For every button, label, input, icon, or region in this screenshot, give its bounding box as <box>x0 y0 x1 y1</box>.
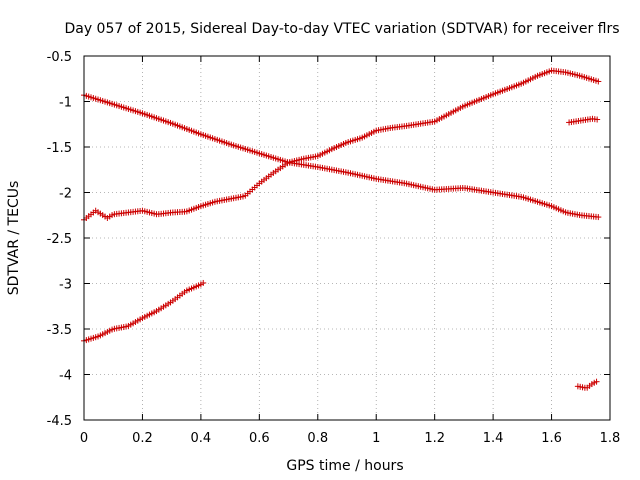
y-tick-label: -1.5 <box>47 141 72 156</box>
y-tick-label: -0.5 <box>47 50 72 65</box>
data-points <box>81 67 602 391</box>
data-point <box>595 214 602 221</box>
x-tick-label: 1.2 <box>424 431 445 446</box>
y-tick-label: -2.5 <box>47 232 72 247</box>
data-point <box>200 279 207 286</box>
grid <box>84 56 610 420</box>
data-series <box>574 378 600 391</box>
y-tick-label: -3 <box>59 278 72 293</box>
data-series <box>566 115 601 126</box>
y-axis-label: SDTVAR / TECUs <box>6 181 22 296</box>
x-tick-label: 1.8 <box>600 431 621 446</box>
data-point <box>594 116 601 123</box>
data-point <box>595 78 602 85</box>
y-tick-label: -2 <box>59 187 72 202</box>
x-tick-label: 1.6 <box>541 431 562 446</box>
y-tick-label: -4.5 <box>47 414 72 429</box>
data-series <box>81 67 602 223</box>
chart-title: Day 057 of 2015, Sidereal Day-to-day VTE… <box>64 21 619 37</box>
data-series <box>81 279 207 344</box>
x-tick-label: 1.4 <box>483 431 504 446</box>
x-axis-label: GPS time / hours <box>286 458 403 474</box>
x-tick-label: 0.4 <box>191 431 212 446</box>
y-tick-label: -3.5 <box>47 323 72 338</box>
x-tick-label: 0 <box>80 431 88 446</box>
x-tick-label: 1 <box>372 431 380 446</box>
x-tick-label: 0.6 <box>249 431 270 446</box>
x-tick-label: 0.8 <box>307 431 328 446</box>
plot-frame <box>83 55 611 421</box>
x-tick-label: 0.2 <box>132 431 153 446</box>
y-tick-label: -4 <box>59 369 72 384</box>
y-tick-label: -1 <box>59 96 72 111</box>
data-series <box>81 92 602 221</box>
data-point <box>593 378 600 385</box>
